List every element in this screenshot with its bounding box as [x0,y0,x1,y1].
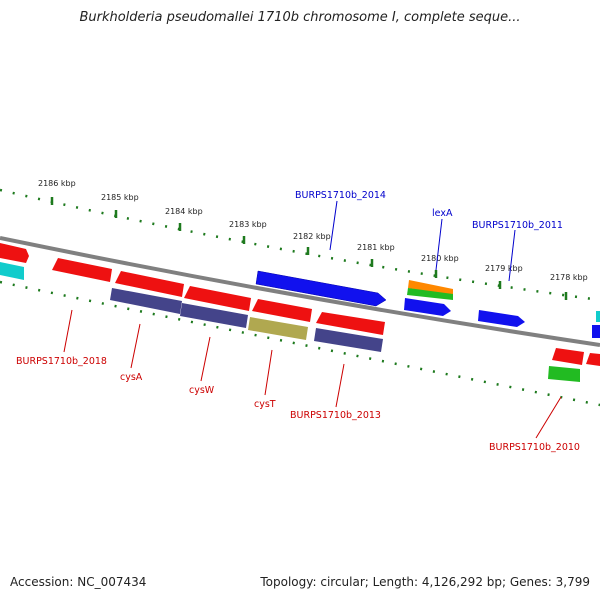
gene-red-3[interactable] [184,286,251,311]
gene-label[interactable]: cysT [254,399,276,410]
inner-tick-ring [0,280,600,407]
scale-label: 2186 kbp [38,179,76,188]
gene-burps1710b-2013-red[interactable] [316,312,385,335]
gene-red-left[interactable] [0,243,29,263]
scale-label: 2184 kbp [165,207,203,216]
gene-cysw[interactable] [180,303,248,328]
gene-lexa-green[interactable] [407,288,453,300]
scale-label: 2179 kbp [485,264,523,273]
gene-red-2[interactable] [115,271,184,297]
scale-labels: 2186 kbp 2185 kbp 2184 kbp 2183 kbp 2182… [38,179,588,282]
scale-label: 2181 kbp [357,243,395,252]
leader-line [200,336,211,382]
scale-label: 2180 kbp [421,254,459,263]
gene-cysa[interactable] [110,288,182,314]
gene-red-4[interactable] [252,299,312,322]
leader-line [130,323,141,369]
forward-genes [255,270,600,338]
gene-label[interactable]: BURPS1710b_2013 [290,410,381,421]
leader-line [335,363,345,408]
gene-burps1710b-2010[interactable] [548,366,580,382]
gene-blue-small[interactable] [404,298,451,316]
gene-label[interactable]: cysW [189,385,215,396]
gene-label[interactable]: BURPS1710b_2010 [489,442,580,453]
gene-cyan-right[interactable] [596,311,600,322]
scale-label: 2182 kbp [293,232,331,241]
gene-red-right[interactable] [552,348,584,365]
gene-lexa-orange[interactable] [408,280,453,296]
reverse-genes [0,243,600,382]
gene-cyst[interactable] [248,317,308,340]
map-title: Burkholderia pseudomallei 1710b chromoso… [79,10,521,25]
chromosome-backbone [0,236,600,347]
gene-red-edge[interactable] [586,353,600,366]
major-ticks [50,197,568,300]
leader-line [508,229,516,282]
leader-line [264,349,273,396]
gene-burps1710b-2014[interactable] [255,270,387,307]
gene-blue-right[interactable] [592,325,600,338]
gene-cyan-left[interactable] [0,262,24,280]
scale-label: 2178 kbp [550,273,588,282]
leader-lines [63,200,562,439]
leader-line [329,200,338,251]
gene-label[interactable]: BURPS1710b_2014 [295,190,386,201]
gene-label[interactable]: BURPS1710b_2011 [472,220,563,231]
accession-label: Accession: NC_007434 [10,575,147,589]
gene-burps1710b-2018[interactable] [52,258,112,282]
reverse-gene-labels: BURPS1710b_2018 cysA cysW cysT BURPS1710… [16,356,580,453]
forward-gene-labels: BURPS1710b_2014 lexA BURPS1710b_2011 [295,190,563,231]
leader-line [535,396,562,439]
gene-label[interactable]: cysA [120,372,143,383]
gene-label[interactable]: lexA [432,208,453,219]
gene-label[interactable]: BURPS1710b_2018 [16,356,107,367]
scale-label: 2183 kbp [229,220,267,229]
leader-line [435,218,443,271]
genome-summary: Topology: circular; Length: 4,126,292 bp… [260,575,590,589]
gene-burps1710b-2013[interactable] [314,328,383,352]
leader-line [63,309,73,353]
scale-label: 2185 kbp [101,193,139,202]
gene-burps1710b-2011[interactable] [478,310,525,327]
